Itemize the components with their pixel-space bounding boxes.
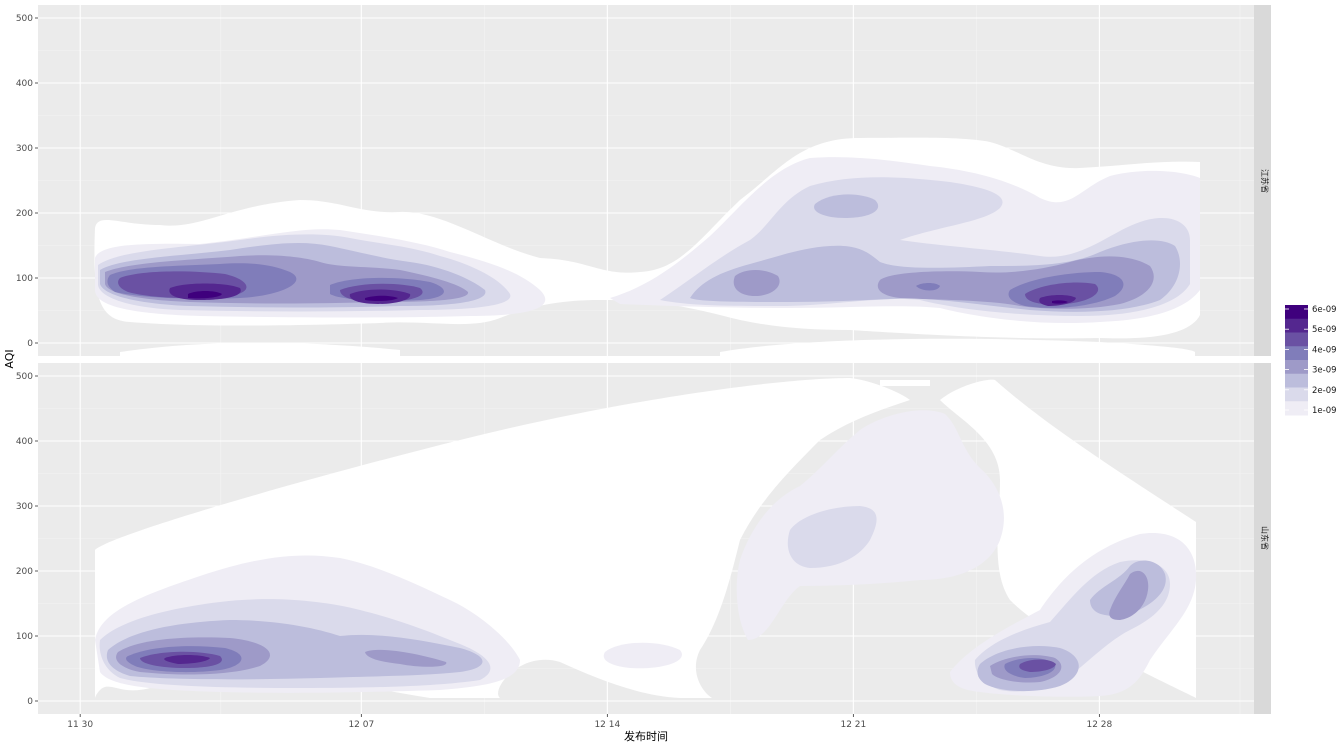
strip-jiangsu bbox=[1254, 5, 1271, 356]
y-axis-top: 0 100 200 300 400 500 bbox=[16, 14, 38, 349]
legend-color-block bbox=[1285, 305, 1308, 320]
density-regions-jiangsu bbox=[94, 137, 1200, 356]
legend-label: 6e-09 bbox=[1312, 305, 1337, 315]
y-tick-label: 200 bbox=[16, 567, 33, 577]
facet-panel-jiangsu: 江苏省 bbox=[38, 5, 1271, 356]
facet-panel-shandong: 山东省 bbox=[38, 363, 1271, 714]
y-tick-label: 0 bbox=[27, 697, 33, 707]
y-tick-label: 200 bbox=[16, 209, 33, 219]
x-axis-title: 发布时间 bbox=[624, 729, 668, 743]
legend: 6e-09 5e-09 4e-09 3e-09 2e-09 1e-09 bbox=[1285, 305, 1337, 416]
legend-color-block bbox=[1285, 346, 1308, 361]
legend-color-block bbox=[1285, 360, 1308, 375]
y-tick-label: 0 bbox=[27, 339, 33, 349]
legend-label: 2e-09 bbox=[1312, 386, 1337, 396]
legend-color-block bbox=[1285, 332, 1308, 347]
legend-label: 4e-09 bbox=[1312, 345, 1337, 355]
legend-label: 5e-09 bbox=[1312, 325, 1337, 335]
x-tick-label: 12 14 bbox=[594, 720, 620, 730]
legend-label: 1e-09 bbox=[1312, 406, 1337, 416]
strip-shandong bbox=[1254, 363, 1271, 714]
y-tick-label: 400 bbox=[16, 437, 33, 447]
density-regions-shandong bbox=[95, 378, 1197, 698]
y-tick-label: 100 bbox=[16, 274, 33, 284]
y-tick-label: 500 bbox=[16, 14, 33, 24]
y-tick-label: 300 bbox=[16, 144, 33, 154]
x-axis: 11 30 12 07 12 14 12 21 12 28 bbox=[67, 714, 1113, 730]
y-tick-label: 300 bbox=[16, 502, 33, 512]
y-tick-label: 500 bbox=[16, 372, 33, 382]
x-tick-label: 12 21 bbox=[840, 720, 866, 730]
x-tick-label: 11 30 bbox=[67, 720, 93, 730]
legend-color-block bbox=[1285, 387, 1308, 402]
x-tick-label: 12 07 bbox=[348, 720, 374, 730]
legend-color-block bbox=[1285, 318, 1308, 333]
y-tick-label: 100 bbox=[16, 632, 33, 642]
facet-label-shandong: 山东省 bbox=[1260, 526, 1270, 550]
y-axis-bottom: 0 100 200 300 400 500 bbox=[16, 372, 38, 707]
legend-color-block bbox=[1285, 401, 1308, 416]
legend-label: 3e-09 bbox=[1312, 366, 1337, 376]
y-tick-label: 400 bbox=[16, 79, 33, 89]
y-axis-title: AQI bbox=[3, 349, 16, 368]
x-tick-label: 12 28 bbox=[1086, 720, 1112, 730]
facet-label-jiangsu: 江苏省 bbox=[1260, 169, 1270, 193]
legend-color-block bbox=[1285, 373, 1308, 388]
